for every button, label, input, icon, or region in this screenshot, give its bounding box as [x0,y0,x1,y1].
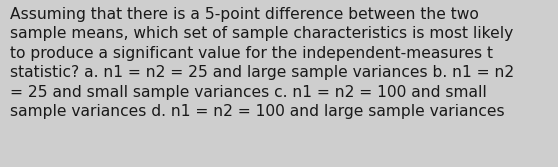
Text: Assuming that there is a 5-point difference between the two
sample means, which : Assuming that there is a 5-point differe… [10,7,514,119]
